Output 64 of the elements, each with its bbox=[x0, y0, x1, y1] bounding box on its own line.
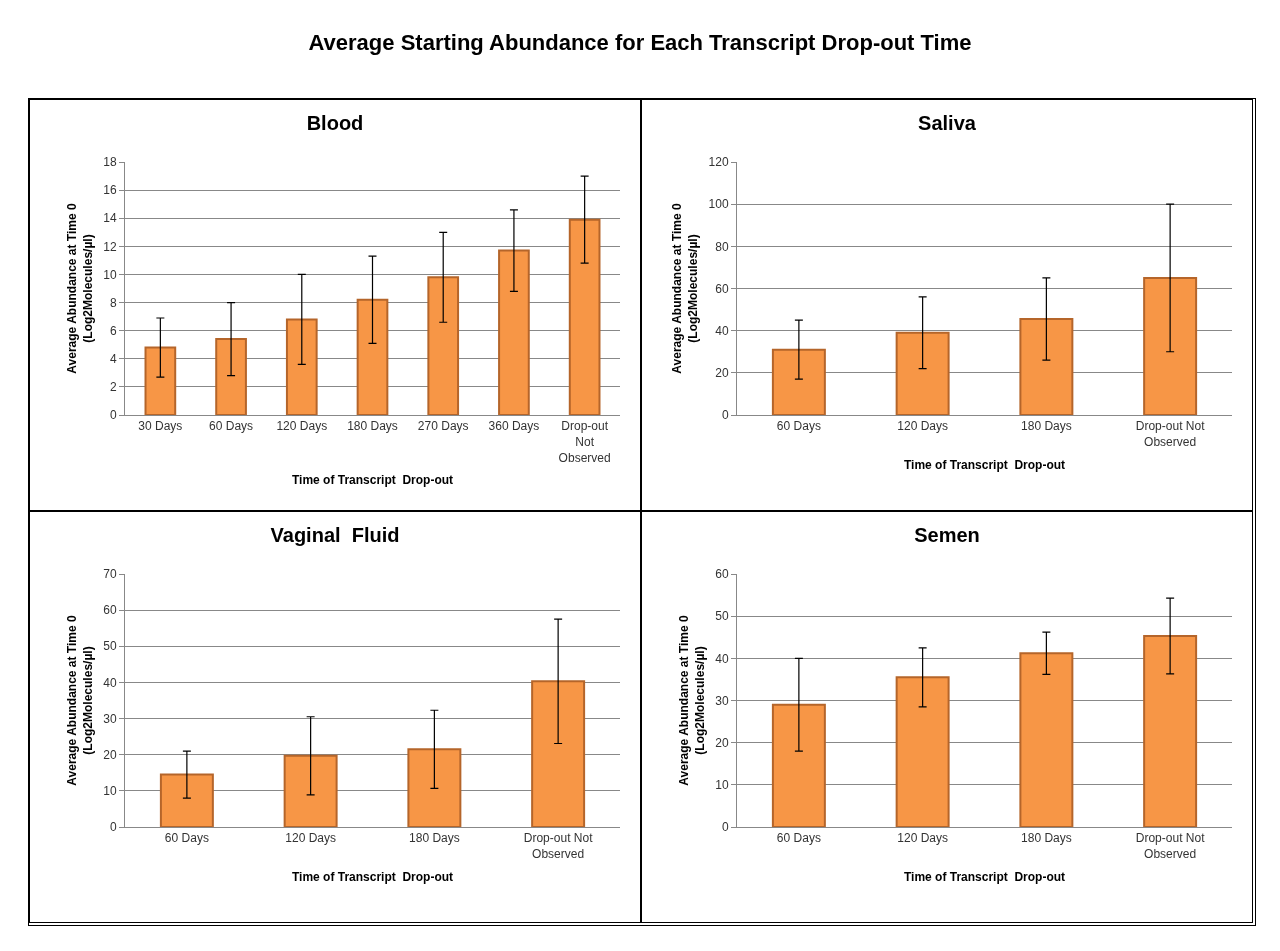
x-axis-title: Time of Transcript Drop-out bbox=[903, 869, 1066, 884]
y-axis-title: Average Abundance at Time 0 (Log2Molecules/µl) bbox=[64, 203, 95, 374]
y-tick-label: 0 bbox=[721, 820, 729, 835]
y-tick-label: 20 bbox=[103, 747, 117, 762]
y-tick-label: 18 bbox=[103, 155, 117, 170]
y-tick-label: 120 bbox=[708, 155, 729, 170]
x-tick-label: 180 Days bbox=[347, 419, 398, 434]
y-tick-label: 40 bbox=[715, 323, 729, 338]
y-tick-label: 0 bbox=[109, 820, 117, 835]
y-tick-label: 40 bbox=[103, 675, 117, 690]
y-tick-label: 12 bbox=[103, 239, 117, 254]
y-tick-label: 50 bbox=[715, 609, 729, 624]
x-tick-label: 60 Days bbox=[164, 831, 209, 846]
y-tick-label: 30 bbox=[715, 693, 729, 708]
x-tick-label: 270 Days bbox=[417, 419, 469, 434]
y-tick-label: 40 bbox=[715, 651, 729, 666]
y-tick-label: 50 bbox=[103, 639, 117, 654]
x-tick-label: 180 Days bbox=[409, 831, 460, 846]
y-axis-title: Average Abundance at Time 0 (Log2Molecules/µl) bbox=[676, 615, 707, 786]
y-tick-label: 0 bbox=[109, 408, 117, 423]
y-tick-label: 80 bbox=[715, 239, 729, 254]
x-axis-title: Time of Transcript Drop-out bbox=[291, 869, 454, 884]
y-axis-title: Average Abundance at Time 0 (Log2Molecules/µl) bbox=[670, 203, 700, 374]
x-tick-label: 120 Days bbox=[276, 419, 328, 434]
x-tick-label: 120 Days bbox=[285, 831, 336, 846]
y-tick-label: 30 bbox=[103, 711, 117, 726]
x-tick-label: 120 Days bbox=[897, 419, 948, 434]
x-tick-label: 60 Days bbox=[776, 419, 821, 434]
y-tick-label: 6 bbox=[109, 323, 117, 338]
x-tick-label: 360 Days bbox=[488, 419, 540, 434]
y-tick-label: 100 bbox=[708, 197, 729, 212]
x-tick-label: Drop-out Not Observed bbox=[558, 419, 611, 465]
x-tick-label: 30 Days bbox=[138, 419, 183, 434]
x-tick-label: 180 Days bbox=[1021, 831, 1072, 846]
y-axis-title: Average Abundance at Time 0 (Log2Molecules/µl) bbox=[64, 615, 95, 786]
x-tick-label: 180 Days bbox=[1021, 419, 1072, 434]
chart-title: Vaginal Fluid bbox=[270, 524, 400, 547]
x-tick-label: 60 Days bbox=[209, 419, 254, 434]
x-tick-label: Drop-out Not Observed bbox=[1135, 831, 1206, 861]
y-tick-label: 16 bbox=[103, 183, 117, 198]
y-tick-label: 60 bbox=[103, 603, 117, 618]
y-tick-label: 10 bbox=[103, 267, 117, 282]
y-tick-label: 10 bbox=[103, 784, 117, 799]
y-tick-label: 10 bbox=[715, 778, 729, 793]
y-tick-label: 0 bbox=[721, 408, 729, 423]
y-tick-label: 70 bbox=[103, 567, 117, 582]
x-tick-label: 60 Days bbox=[776, 831, 821, 846]
text: Average Starting Abundance for Each Transcript Drop-out Time bbox=[307, 30, 973, 56]
y-tick-label: 20 bbox=[715, 366, 729, 381]
x-axis-title: Time of Transcript Drop-out bbox=[291, 473, 454, 488]
x-axis-title: Time of Transcript Drop-out bbox=[903, 457, 1066, 472]
y-tick-label: 4 bbox=[109, 351, 117, 366]
y-tick-label: 60 bbox=[715, 567, 729, 582]
chart-title: Semen bbox=[914, 524, 980, 547]
x-tick-label: Drop-out Not Observed bbox=[523, 831, 594, 861]
x-tick-label: 120 Days bbox=[897, 831, 948, 846]
y-tick-label: 60 bbox=[715, 281, 729, 296]
chart-title: Saliva bbox=[918, 112, 977, 135]
x-tick-label: Drop-out Not Observed bbox=[1135, 419, 1206, 449]
y-tick-label: 2 bbox=[109, 380, 117, 395]
y-tick-label: 8 bbox=[109, 295, 117, 310]
y-tick-label: 14 bbox=[103, 211, 117, 226]
chart-title: Blood bbox=[306, 112, 364, 135]
y-tick-label: 20 bbox=[715, 735, 729, 750]
